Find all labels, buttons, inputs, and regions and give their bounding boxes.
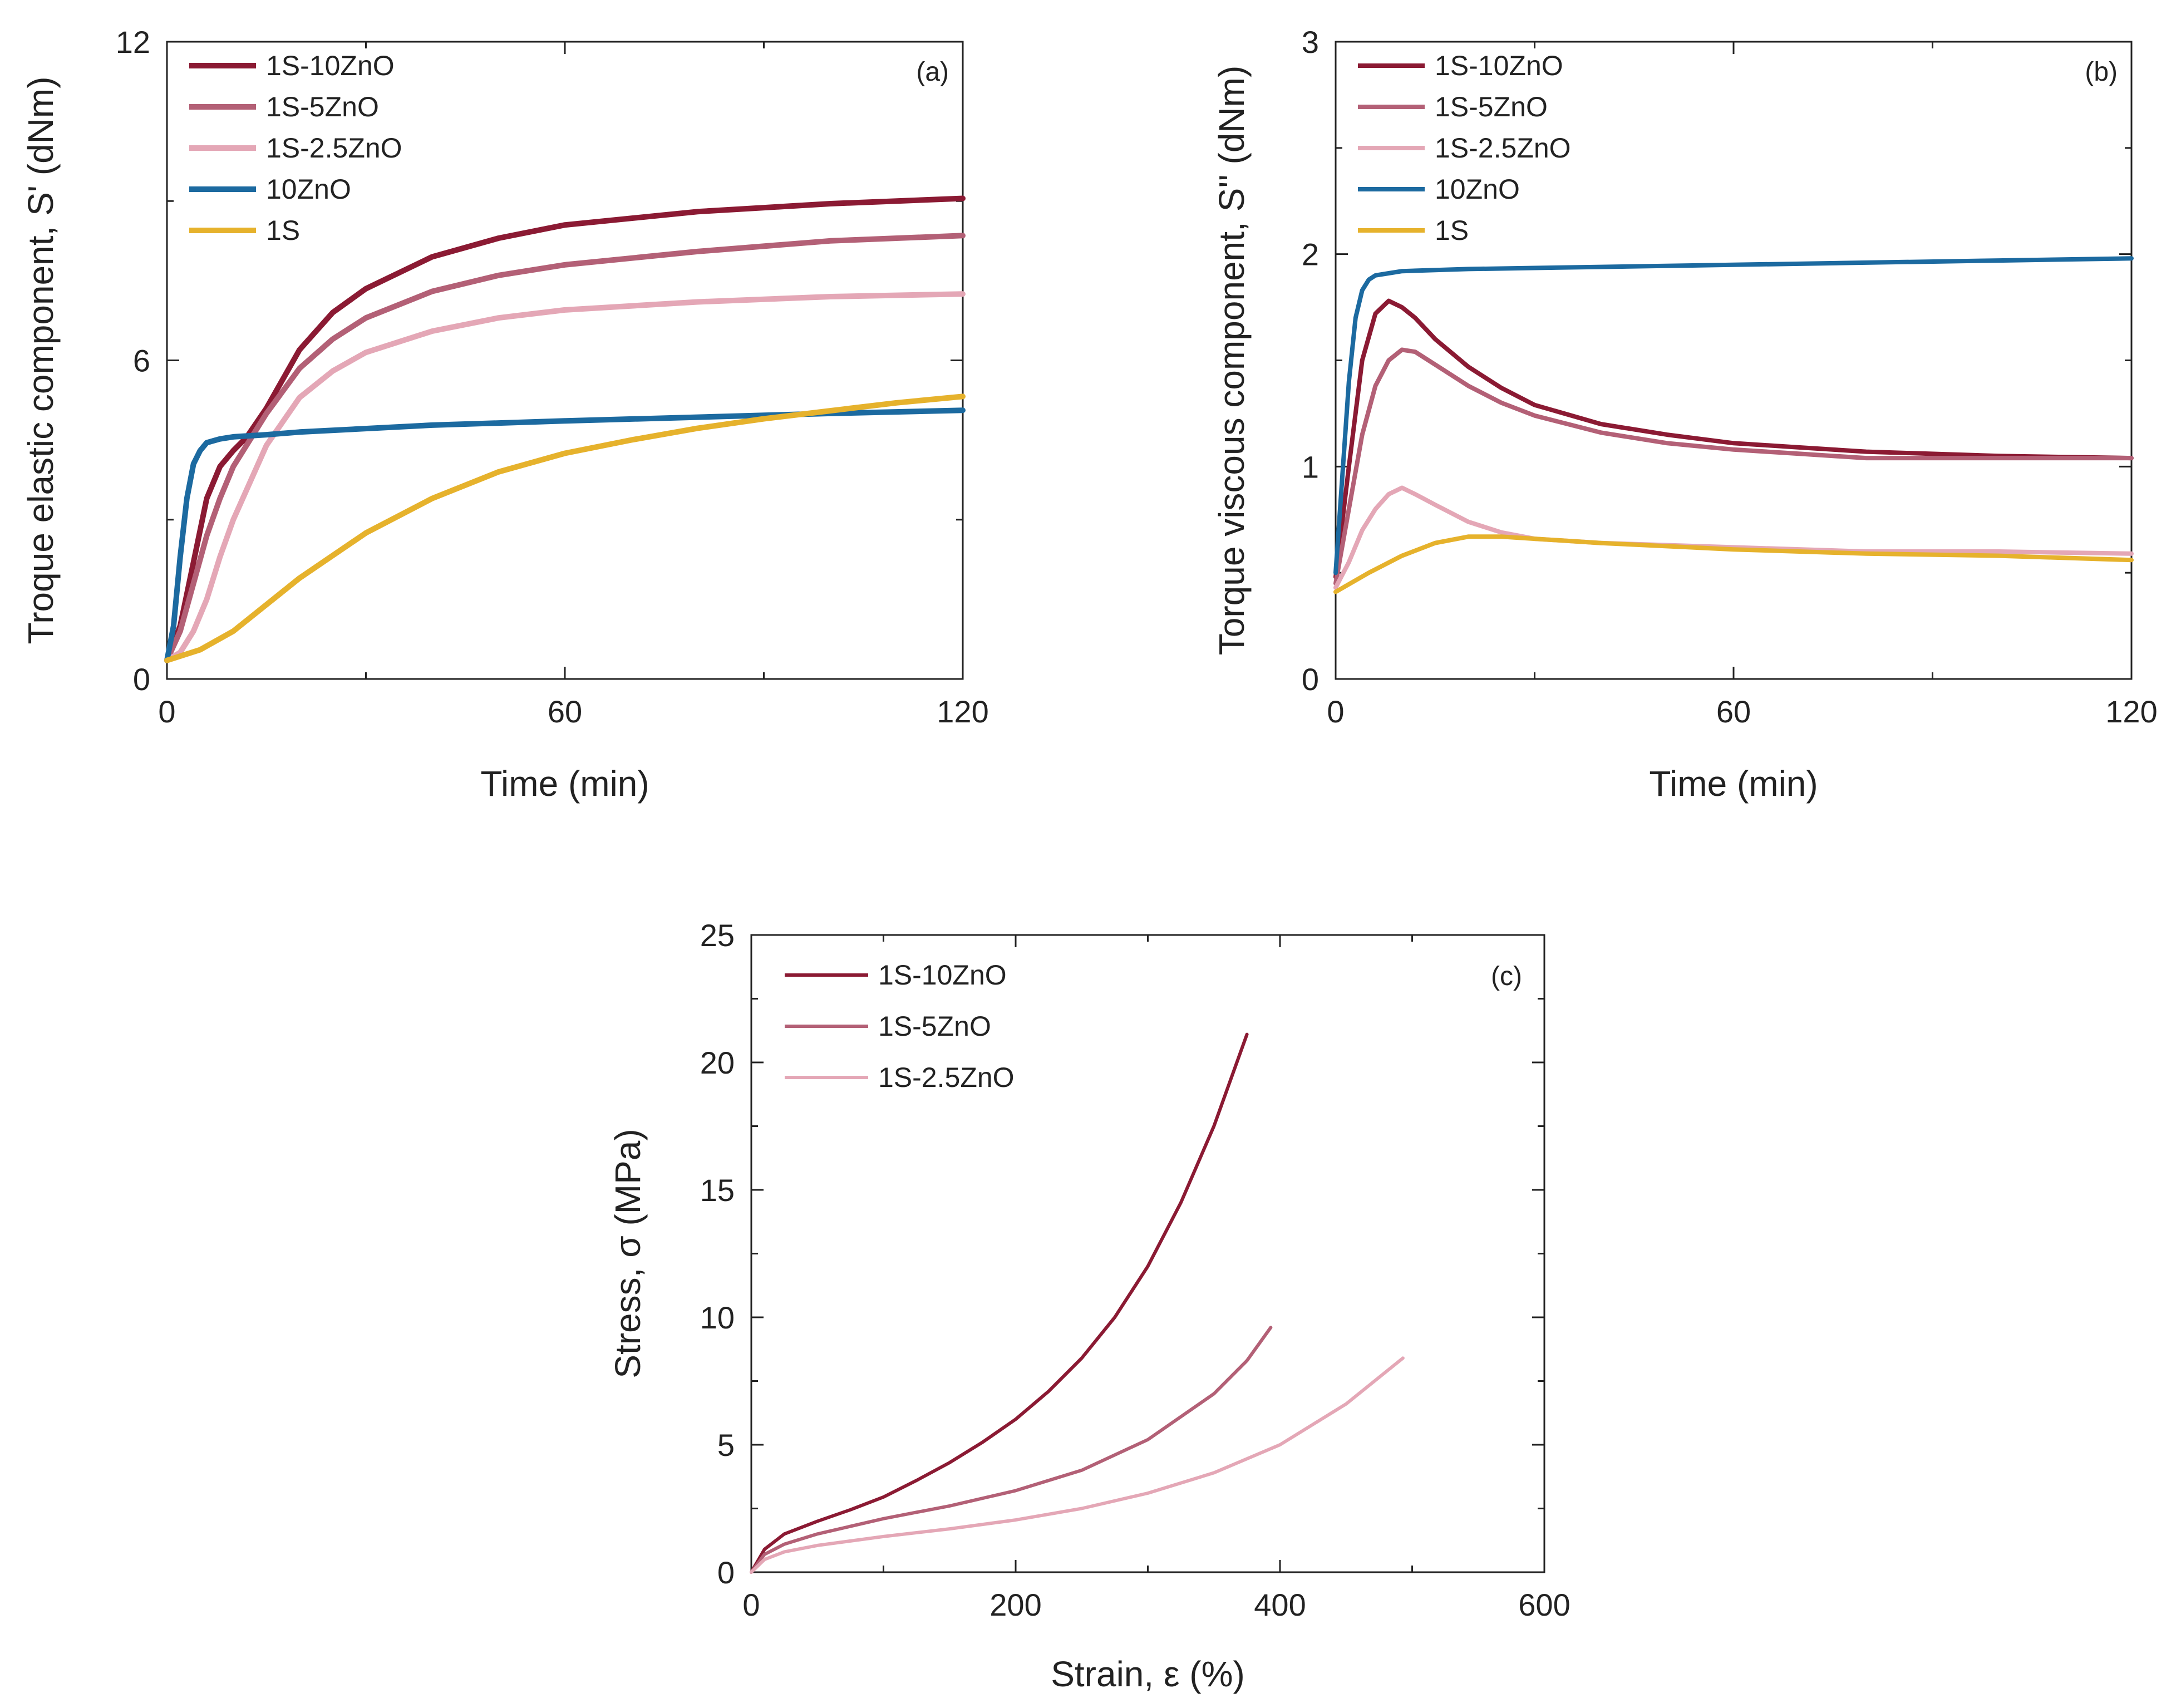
series-line-1S-5ZnO — [1333, 347, 2134, 586]
y-axis-label: Troque elastic component, S' (dNm) — [21, 76, 61, 644]
legend-label-1S-5ZnO: 1S-5ZnO — [1435, 91, 1548, 122]
series-line-1S — [1333, 534, 2134, 594]
panel-label: (c) — [1491, 962, 1522, 991]
chart-a: 0 60 120 0 6 12 Time (min) Troque elastic compo… — [21, 24, 989, 804]
y-tick-label: 0 — [1302, 662, 1319, 697]
y-axis-label: Stress, σ (MPa) — [608, 1129, 648, 1378]
x-tick-label: 400 — [1254, 1587, 1306, 1622]
chart-b: 0 60 120 0 1 2 3 Time (min) Torque viscous compo… — [1212, 24, 2158, 804]
x-tick-label: 120 — [2105, 694, 2157, 729]
series-line-10ZnO — [1333, 256, 2134, 575]
x-tick-label: 200 — [989, 1587, 1041, 1622]
y-tick-label: 3 — [1302, 24, 1319, 60]
series-line-1S-10ZnO — [164, 195, 966, 663]
y-tick-label: 6 — [133, 343, 150, 378]
y-tick-label: 5 — [717, 1428, 735, 1463]
y-tick-label: 1 — [1302, 449, 1319, 484]
legend-label-1S-2.5ZnO: 1S-2.5ZnO — [266, 132, 402, 164]
series-line-1S-2.5ZnO — [164, 291, 966, 663]
y-tick-label: 20 — [700, 1045, 735, 1080]
legend-label-1S-5ZnO: 1S-5ZnO — [878, 1011, 991, 1042]
legend-label-1S-10ZnO: 1S-10ZnO — [878, 959, 1007, 991]
y-tick-label: 0 — [133, 662, 150, 697]
y-tick-label: 10 — [700, 1300, 735, 1335]
legend-label-1S-10ZnO: 1S-10ZnO — [266, 50, 395, 81]
legend-label-10ZnO: 10ZnO — [1435, 174, 1520, 205]
series-line-1S-10ZnO — [1333, 298, 2134, 579]
legend-label-1S-5ZnO: 1S-5ZnO — [266, 91, 379, 122]
x-axis-label: Time (min) — [480, 764, 649, 804]
legend-label-10ZnO: 10ZnO — [266, 174, 351, 205]
x-tick-label: 600 — [1518, 1587, 1570, 1622]
y-tick-label: 12 — [116, 24, 150, 60]
x-tick-label: 60 — [548, 694, 582, 729]
x-tick-label: 0 — [742, 1587, 760, 1622]
series-line-1S-5ZnO — [750, 1326, 1273, 1574]
series-line-1S-2.5ZnO — [750, 1356, 1405, 1574]
legend-label-1S: 1S — [1435, 215, 1469, 246]
legend-label-1S-10ZnO: 1S-10ZnO — [1435, 50, 1563, 81]
series-line-10ZnO — [164, 407, 966, 663]
x-tick-label: 120 — [937, 694, 988, 729]
x-tick-label: 60 — [1716, 694, 1751, 729]
y-tick-label: 15 — [700, 1173, 735, 1208]
y-tick-label: 2 — [1302, 237, 1319, 272]
legend-label-1S: 1S — [266, 215, 300, 246]
panel-label: (a) — [916, 57, 949, 87]
x-axis-label: Time (min) — [1649, 764, 1818, 804]
x-tick-label: 0 — [158, 694, 175, 729]
panel-label: (b) — [2085, 57, 2118, 87]
series-line-1S — [164, 393, 966, 663]
y-axis-label: Torque viscous component, S'' (dNm) — [1212, 66, 1252, 656]
x-tick-label: 0 — [1327, 694, 1344, 729]
legend-label-1S-2.5ZnO: 1S-2.5ZnO — [1435, 132, 1571, 164]
y-tick-label: 0 — [717, 1555, 735, 1590]
legend-label-1S-2.5ZnO: 1S-2.5ZnO — [878, 1062, 1015, 1093]
chart-c: 0 200 400 600 0 5 10 15 20 25 Strain, ε (%) Stress,… — [608, 918, 1570, 1694]
series-line-1S-10ZnO — [750, 1032, 1249, 1574]
x-axis-label: Strain, ε (%) — [1051, 1654, 1245, 1694]
series-line-1S-5ZnO — [164, 233, 966, 663]
y-tick-label: 25 — [700, 918, 735, 953]
